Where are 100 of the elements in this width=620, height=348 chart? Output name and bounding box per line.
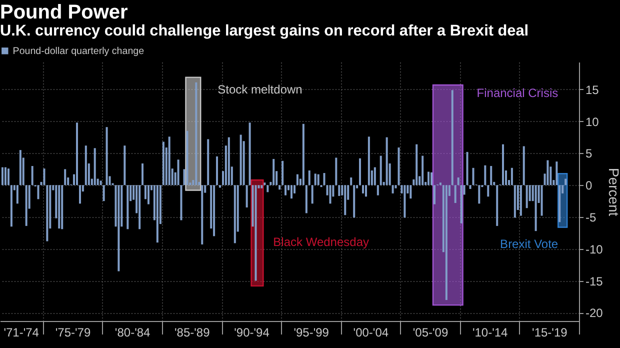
bar [558, 185, 561, 222]
bar [556, 162, 558, 186]
bar [46, 185, 48, 242]
bar [58, 185, 60, 228]
bar [37, 185, 40, 200]
bar [317, 174, 320, 186]
y-tick-label: -15 [586, 274, 604, 288]
bar [338, 185, 340, 196]
bar [466, 152, 468, 186]
bar [335, 158, 338, 186]
bar [439, 182, 442, 186]
bar [546, 160, 549, 186]
bar [124, 146, 126, 186]
bar [404, 185, 406, 218]
band-label: Stock meltdown [218, 82, 302, 96]
y-tick-label: -20 [586, 306, 604, 320]
y-tick-label: 15 [586, 82, 600, 97]
band-label: Black Wednesday [273, 234, 370, 249]
bar [31, 166, 34, 186]
bar [61, 185, 64, 230]
bar [168, 136, 170, 186]
bar [106, 127, 108, 186]
x-tick-label: '90-'94 [234, 326, 270, 340]
x-tick-label: '95-'99 [294, 326, 330, 340]
bar [7, 168, 10, 186]
bar [4, 167, 6, 186]
y-tick-label: 5 [586, 146, 592, 161]
bar [305, 185, 308, 214]
bar [314, 174, 316, 186]
bar [266, 185, 269, 192]
bar [410, 185, 412, 199]
bar [490, 166, 492, 186]
x-tick-label: '75-'79 [55, 326, 91, 340]
bar [534, 185, 537, 232]
bar [564, 178, 567, 186]
bar [422, 156, 424, 186]
x-tick-label: '15-'19 [532, 326, 568, 340]
bar [25, 185, 28, 226]
bar [510, 168, 513, 186]
bar [311, 185, 314, 204]
bar [374, 167, 376, 186]
y-axis-title: Percent [606, 168, 620, 216]
bar [180, 185, 182, 220]
bar [260, 185, 263, 188]
bar [350, 177, 352, 186]
x-tick-label: '10-'14 [472, 326, 508, 340]
bar [79, 185, 81, 204]
x-tick-label: '85-'89 [174, 326, 210, 340]
bar [323, 173, 326, 186]
bar [365, 185, 368, 197]
bar [147, 185, 150, 204]
bar [514, 185, 516, 218]
bar [246, 185, 248, 208]
bar [376, 185, 379, 196]
bar [359, 158, 362, 186]
bar [240, 134, 242, 186]
bar [186, 130, 188, 186]
bar [428, 172, 430, 186]
bar [219, 185, 222, 188]
bar [457, 177, 460, 186]
x-tick-label: '80-'84 [114, 326, 151, 340]
bar [398, 147, 400, 186]
chart-subtitle: U.K. currency could challenge largest gains on record after a Brexit deal [0, 22, 529, 40]
bar [540, 185, 543, 216]
bar [213, 185, 216, 236]
legend-label: Pound-dollar quarterly change [12, 46, 145, 57]
y-tick-label: -10 [586, 242, 604, 256]
bar [138, 185, 141, 230]
bar [308, 170, 310, 186]
bar [487, 185, 490, 197]
bar [520, 185, 522, 216]
bar [433, 185, 436, 204]
bar [522, 146, 525, 186]
bar [526, 185, 528, 208]
bar [118, 185, 120, 272]
bar [201, 185, 204, 244]
bar [344, 185, 346, 216]
bar [156, 185, 158, 243]
bar [76, 122, 78, 186]
bar [329, 185, 332, 204]
bar [430, 172, 432, 186]
bar [368, 136, 370, 186]
bar [16, 185, 18, 204]
bar [216, 156, 218, 186]
bar [100, 180, 102, 186]
band-label: Financial Crisis [476, 86, 558, 100]
bar [502, 144, 504, 186]
bar [10, 185, 12, 227]
bar [278, 185, 281, 190]
band-label: Brexit Vote [500, 237, 558, 252]
bar [416, 144, 418, 186]
x-tick-label: '00-'04 [353, 326, 389, 340]
bar [162, 142, 164, 186]
bar [362, 185, 364, 194]
bar [43, 168, 46, 186]
chart-title: Pound Power [0, 2, 128, 24]
bar [248, 122, 251, 186]
bar [177, 160, 180, 186]
bar [84, 146, 87, 186]
bar [142, 163, 144, 186]
